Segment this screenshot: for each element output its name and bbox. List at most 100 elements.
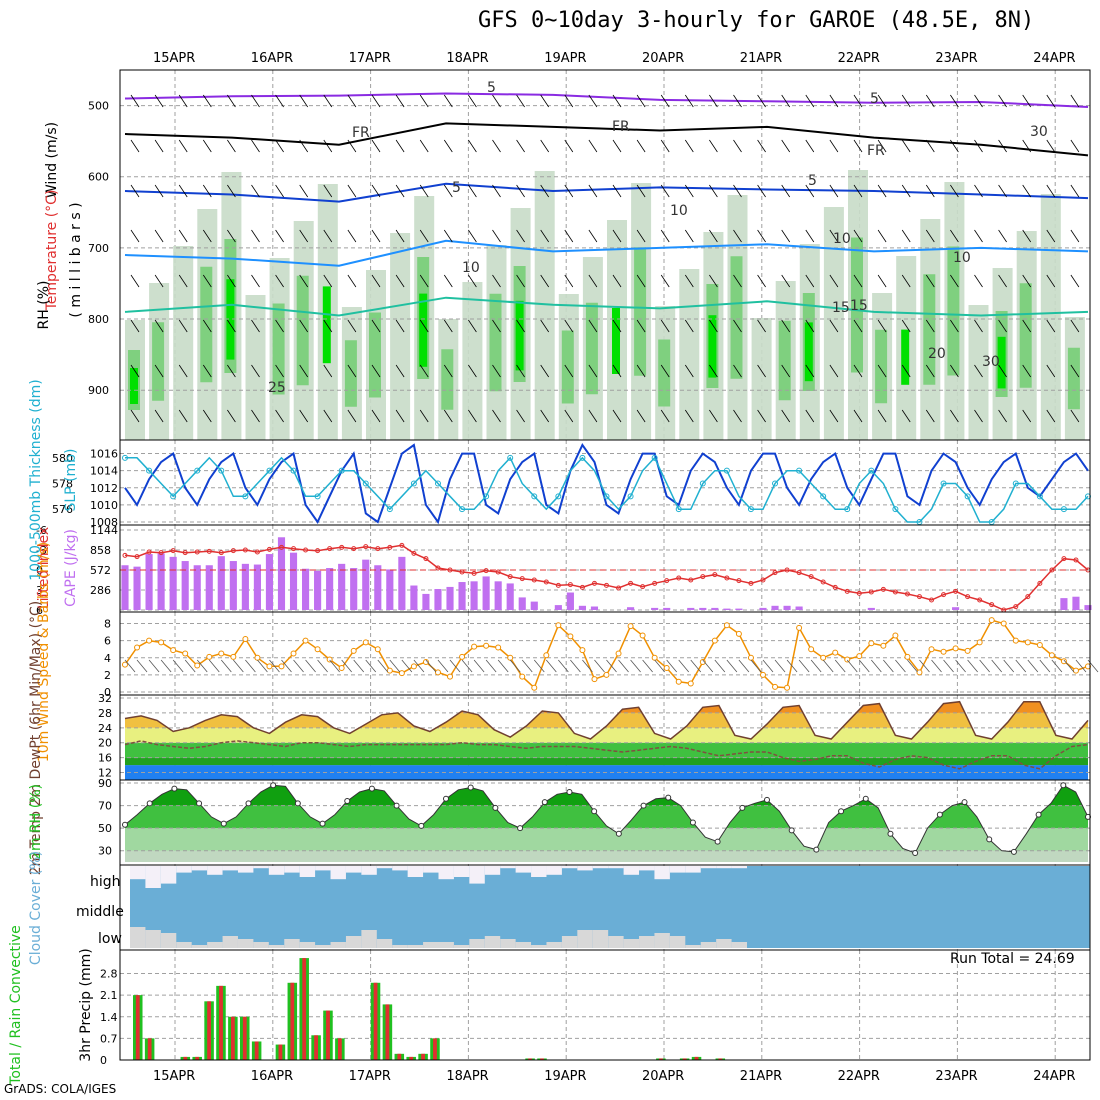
lifted-index-point [303, 547, 309, 553]
wind-barb [998, 139, 1007, 153]
precip-tick-label: 1.4 [100, 1011, 118, 1024]
cloud-low-fill [453, 945, 470, 948]
wind-barb [636, 94, 646, 108]
thickness-line [125, 456, 1089, 523]
footer-credit: GrADS: COLA/IGES [4, 1082, 117, 1096]
wind-barb [492, 409, 501, 423]
cape-bar [314, 570, 322, 610]
wind-barb [901, 274, 911, 288]
wind-barb [757, 184, 766, 198]
cape-bar [711, 607, 719, 610]
wind-barb [323, 229, 333, 243]
date-label-bottom: 24APR [1033, 1069, 1075, 1084]
wind-barb [612, 409, 622, 423]
wind-barb [371, 319, 381, 333]
wind-barb [1070, 319, 1080, 333]
wind-speed-point [338, 665, 345, 672]
wind-barb [558, 659, 569, 673]
wind-barb [124, 659, 136, 673]
wind-barb [202, 274, 212, 288]
wind-barb [955, 659, 966, 673]
cloud-low-fill [361, 930, 377, 948]
wind-speed-point [988, 617, 995, 624]
cloud-low-fill [299, 942, 316, 948]
wind-barb [299, 319, 309, 333]
rh-point [220, 820, 227, 827]
wind-barb [1070, 94, 1080, 108]
temp-line [124, 700, 1089, 740]
wind-barb [540, 139, 550, 153]
cloud-high-gap [561, 866, 578, 869]
cape-bar [289, 552, 298, 610]
thickness-point [170, 493, 177, 500]
wind-barb [323, 364, 333, 378]
rh-shade-mid [730, 256, 743, 379]
wind-barb [684, 274, 694, 288]
wind-barb [901, 184, 911, 198]
precip-convective-bar [337, 1038, 342, 1060]
wind-barb [492, 274, 501, 288]
wind-barb [612, 274, 622, 288]
wind-barb [925, 274, 935, 288]
wind-barb [227, 364, 236, 378]
lifted-index-point [929, 597, 935, 603]
wind-speed-point [1000, 620, 1007, 627]
wind-barb [774, 659, 786, 673]
wind-barb [419, 274, 429, 288]
rh-point [270, 782, 277, 789]
cloud-low-fill [268, 945, 285, 948]
date-label-top: 18APR [446, 51, 488, 66]
lifted-index-point [242, 547, 248, 553]
rh-shade-mid [947, 246, 960, 376]
cloud-high-gap [700, 866, 717, 869]
ylabel-temp2m: 2m Temp 2m DewPt (6hr Min/Max) (°C) [28, 601, 44, 876]
wind-barb [347, 229, 357, 243]
contour-label: 10 [953, 250, 971, 266]
cloud-low-fill [284, 939, 300, 948]
wind-barb [1046, 364, 1056, 378]
wind-barb [419, 319, 429, 333]
wind-speed-point [820, 654, 827, 661]
wind-barb [883, 659, 894, 673]
wind-barb [1022, 229, 1032, 243]
panel-frame-li [119, 524, 1091, 613]
cape-bar [169, 556, 177, 610]
wind-barb [757, 229, 766, 243]
wind-barb [299, 229, 309, 243]
wind-barb [974, 409, 983, 423]
cape-bar [566, 592, 574, 610]
cloud-low-fill [407, 945, 424, 948]
wind-barb [293, 659, 304, 673]
wind-barb [341, 659, 352, 673]
rh-band [125, 785, 1088, 806]
wind-barb [709, 94, 718, 108]
cape-bar [410, 585, 418, 610]
wind-barb [974, 319, 983, 333]
wind-barb [443, 319, 453, 333]
wind-barb [485, 659, 497, 673]
lifted-index-point [387, 544, 393, 550]
wind-barb [347, 139, 357, 153]
wind-barb [709, 229, 718, 243]
wind-barb [666, 659, 677, 673]
wind-barb [347, 94, 357, 108]
wind-barb [323, 94, 333, 108]
lifted-index-point [447, 567, 453, 573]
wind-barb [901, 409, 911, 423]
date-label-bottom: 23APR [935, 1069, 977, 1084]
rh-shade-mid [1067, 347, 1080, 410]
cloud-low-fill [207, 942, 223, 948]
wind-barb [781, 229, 791, 243]
rh-point [739, 804, 746, 811]
wind-barb [540, 409, 550, 423]
lifted-index-point [339, 544, 345, 550]
wind-barb [1022, 319, 1032, 333]
thickness-point [844, 506, 851, 513]
wind-barb [762, 659, 774, 673]
wind-barb [371, 184, 381, 198]
wind-barb [130, 319, 140, 333]
cloud-low-fill [608, 936, 624, 948]
wind-speed-point [386, 667, 393, 674]
cape-bar [663, 607, 671, 610]
